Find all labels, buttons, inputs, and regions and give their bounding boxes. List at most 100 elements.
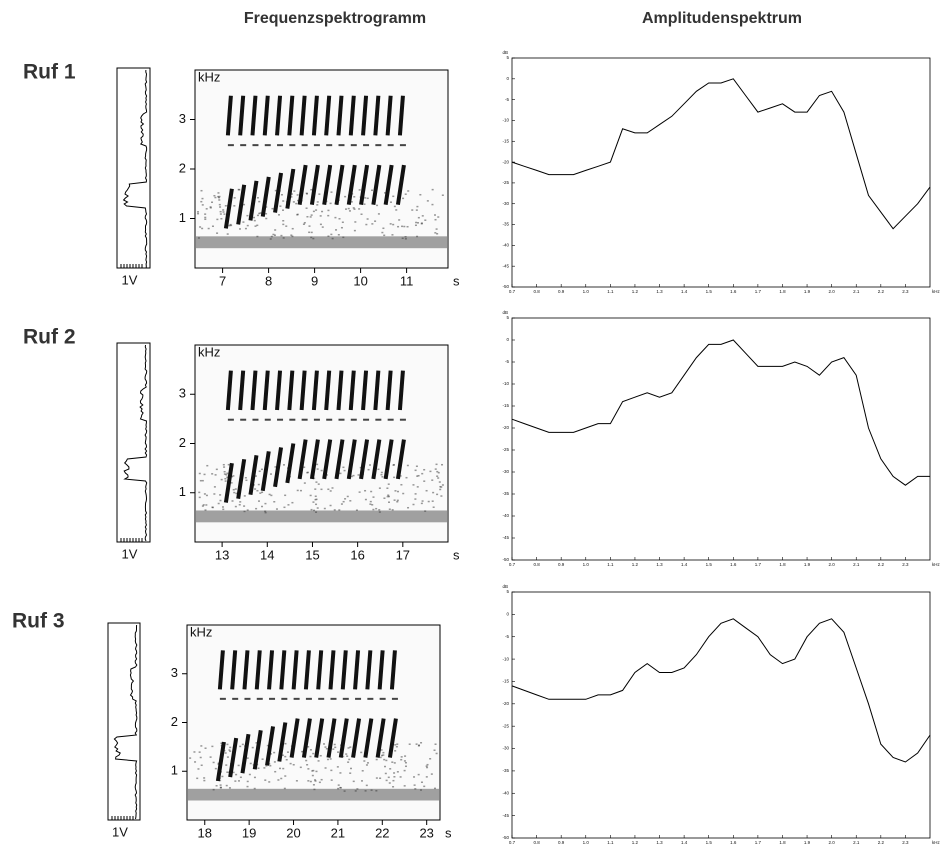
noise-speck	[246, 757, 249, 759]
noise-speck	[255, 507, 258, 510]
noise-band	[196, 236, 447, 249]
noise-speck	[414, 498, 417, 500]
noise-speck	[269, 753, 272, 755]
y-tick-label: -30	[502, 201, 509, 206]
syllable	[228, 737, 239, 778]
noise-speck	[332, 748, 335, 750]
noise-speck	[273, 761, 276, 763]
noise-speck	[391, 234, 394, 236]
syllable	[389, 650, 397, 690]
noise-speck	[249, 762, 252, 765]
noise-speck	[394, 490, 397, 492]
noise-speck	[253, 787, 256, 790]
x-tick-label: 1.3	[656, 289, 663, 294]
noise-speck	[336, 766, 339, 768]
noise-speck	[271, 207, 274, 210]
noise-speck	[253, 219, 256, 222]
noise-speck	[305, 207, 308, 209]
noise-speck	[334, 746, 337, 749]
x-tick-label: 2.0	[829, 562, 836, 567]
noise-speck	[388, 501, 391, 503]
syllable	[334, 439, 345, 480]
noise-speck	[320, 488, 323, 491]
noise-speck	[309, 755, 312, 758]
x-tick-label: 2.1	[853, 562, 860, 567]
x-tick-label: 1.5	[706, 289, 713, 294]
noise-speck	[311, 774, 314, 777]
noise-speck	[340, 226, 343, 229]
syllable	[252, 729, 263, 770]
noise-speck	[404, 236, 407, 238]
noise-speck	[309, 749, 312, 751]
noise-speck	[378, 511, 381, 513]
noise-speck	[432, 491, 435, 494]
noise-speck	[216, 218, 219, 221]
noise-speck	[346, 495, 349, 498]
noise-speck	[201, 479, 204, 482]
noise-speck	[431, 203, 434, 206]
syllable	[397, 95, 405, 136]
y-tick-label: -50	[502, 557, 509, 562]
y-tick-label: -40	[502, 513, 509, 518]
noise-speck	[189, 757, 192, 759]
noise-speck	[296, 194, 299, 196]
noise-speck	[342, 755, 345, 758]
noise-speck	[323, 507, 326, 510]
noise-speck	[282, 200, 285, 202]
noise-speck	[315, 503, 318, 506]
noise-speck	[212, 788, 215, 791]
noise-speck	[431, 188, 434, 191]
amplitude-label: 1V	[122, 272, 138, 287]
noise-speck	[404, 755, 407, 757]
x-tick-label: 0.9	[558, 562, 565, 567]
syllable	[262, 370, 270, 411]
noise-speck	[197, 768, 200, 770]
y-tick-label: 5	[506, 589, 509, 594]
x-tick-label: 10	[353, 273, 367, 288]
noise-speck	[404, 193, 407, 195]
noise-speck	[423, 468, 426, 471]
noise-speck	[248, 773, 251, 776]
noise-speck	[296, 489, 299, 492]
noise-speck	[241, 743, 244, 746]
y-tick-label: -50	[502, 835, 509, 840]
noise-speck	[421, 215, 424, 217]
syllable	[285, 168, 296, 209]
noise-speck	[369, 464, 371, 466]
noise-speck	[400, 756, 403, 758]
syllable	[275, 370, 283, 411]
noise-speck	[437, 216, 440, 218]
syllable	[351, 718, 362, 758]
noise-speck	[397, 225, 400, 228]
noise-speck	[295, 202, 298, 205]
noise-speck	[227, 463, 230, 466]
noise-speck	[226, 476, 229, 478]
plot-frame	[511, 317, 931, 561]
noise-speck	[425, 489, 428, 492]
x-tick-label: 1.0	[583, 562, 590, 567]
x-tick-label: 1.4	[681, 562, 688, 567]
noise-speck	[223, 466, 226, 468]
noise-speck	[314, 498, 317, 501]
x-tick-label: 1.7	[755, 562, 762, 567]
x-tick-label: 2.0	[829, 289, 836, 294]
amplitude-panel	[107, 622, 141, 821]
noise-speck	[415, 209, 418, 211]
noise-speck	[380, 754, 383, 757]
noise-speck	[430, 773, 433, 775]
noise-speck	[282, 237, 285, 239]
syllable	[287, 95, 295, 136]
noise-speck	[314, 495, 317, 498]
noise-speck	[370, 789, 373, 791]
noise-speck	[393, 776, 396, 778]
noise-speck	[268, 763, 271, 765]
noise-speck	[310, 231, 313, 234]
noise-speck	[395, 209, 398, 211]
noise-speck	[296, 213, 299, 216]
noise-speck	[306, 215, 309, 218]
noise-speck	[347, 207, 350, 210]
noise-speck	[417, 222, 420, 224]
noise-speck	[399, 475, 402, 477]
noise-speck	[246, 214, 249, 217]
noise-speck	[404, 238, 407, 240]
